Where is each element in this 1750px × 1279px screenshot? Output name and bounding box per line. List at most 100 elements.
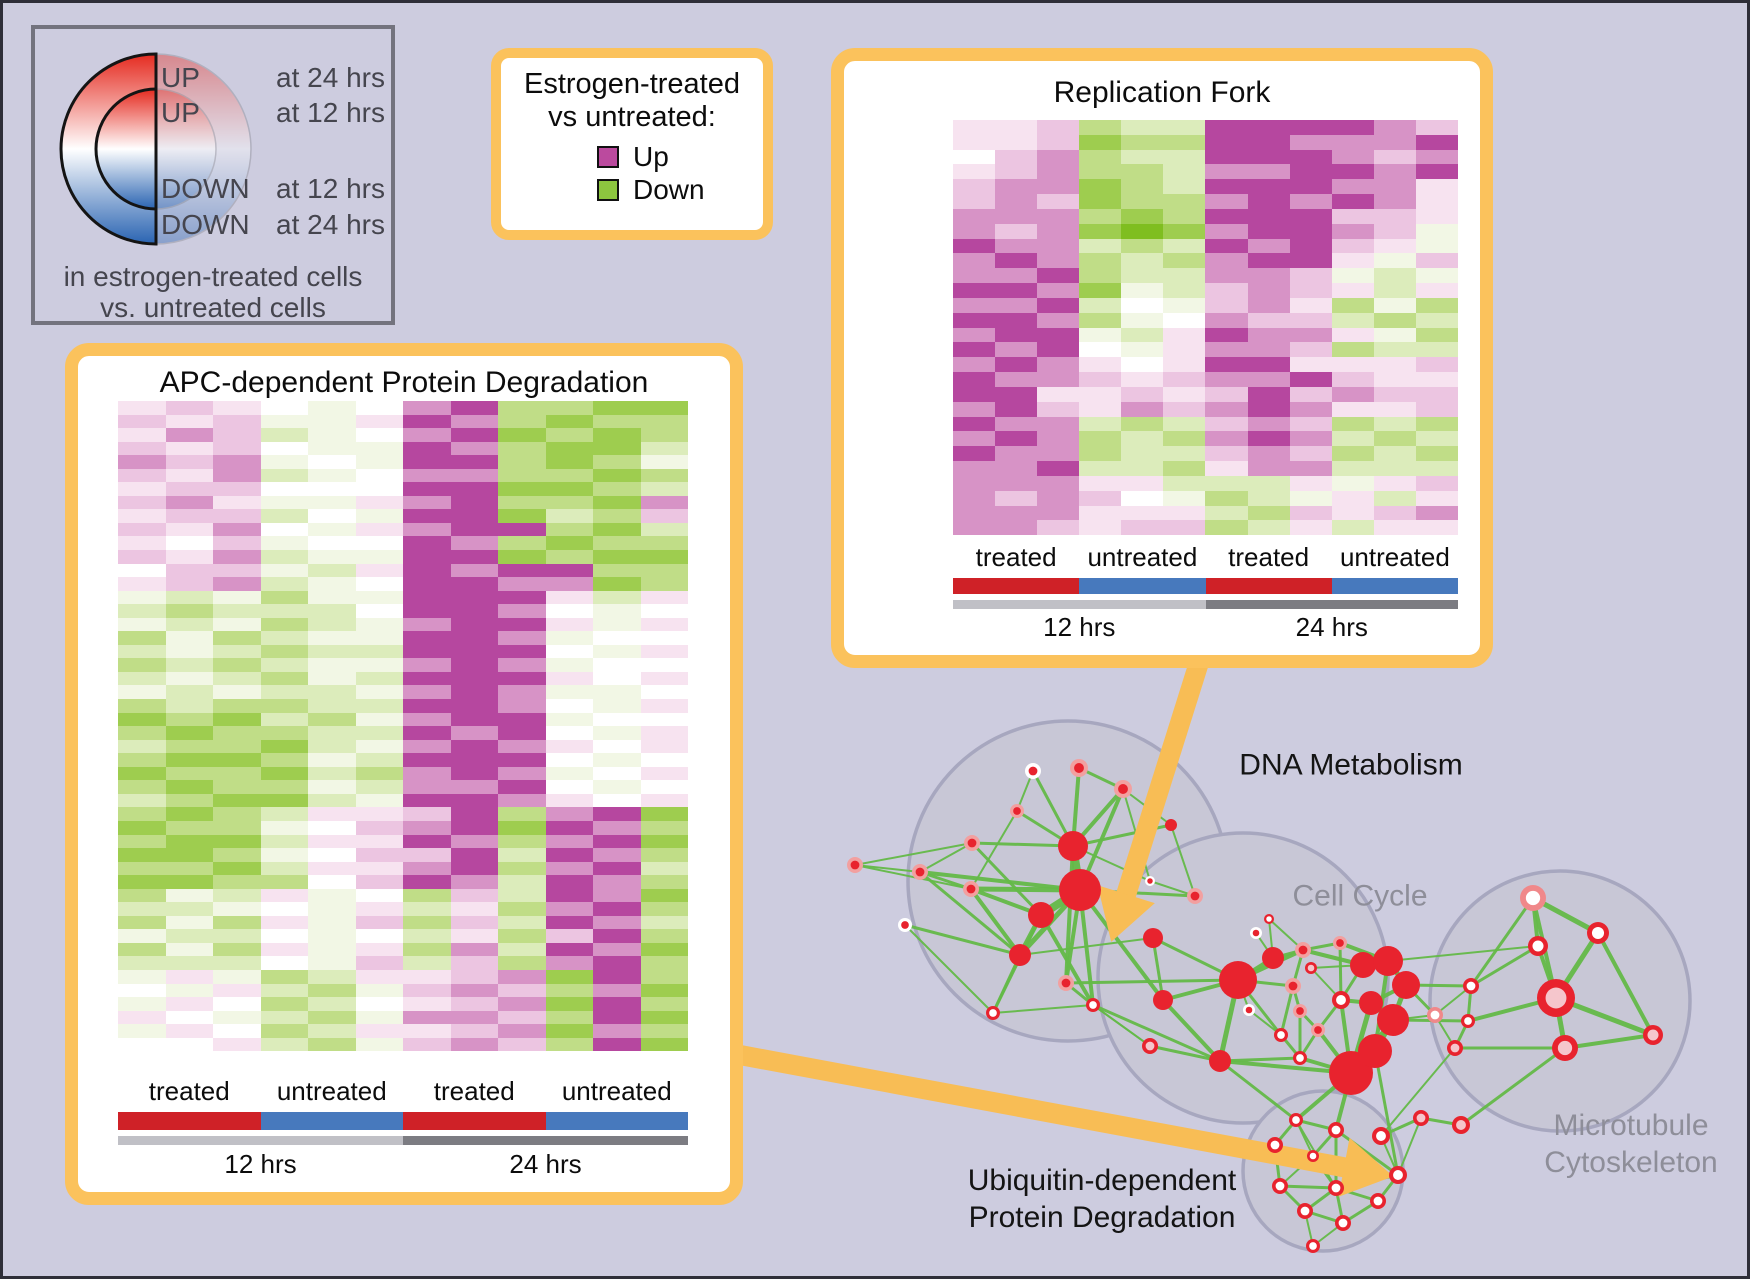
heatmap-cell (593, 455, 641, 469)
network-node (1392, 971, 1420, 999)
heatmap-cell (1163, 238, 1206, 254)
heatmap-cell (545, 834, 593, 849)
heatmap-cell (355, 495, 403, 510)
legend-item-down: Down (597, 173, 763, 206)
heatmap-cell (355, 834, 403, 849)
heatmap-cell (1163, 149, 1206, 165)
treated-bar (403, 1112, 546, 1130)
bar-24hrs (403, 1136, 688, 1145)
network-node-center (1089, 1001, 1097, 1009)
heatmap-cell (1079, 312, 1122, 328)
heatmap-cell (1331, 505, 1374, 521)
heatmap-cell (1415, 357, 1458, 373)
heatmap-cell (640, 929, 688, 943)
heatmap-cell (1247, 446, 1290, 462)
network-edge (1219, 1056, 1301, 1063)
heatmap-cell (498, 522, 546, 537)
heatmap-cell (1247, 223, 1290, 239)
heatmap-cell (355, 820, 403, 835)
heatmap-cell (213, 1037, 261, 1052)
heatmap-cell (118, 522, 166, 537)
heatmap-cell (545, 617, 593, 632)
heatmap-cell (403, 875, 451, 889)
heatmap-cell (953, 134, 996, 150)
heatmap-cell (640, 875, 688, 889)
heatmap-cell (1163, 253, 1206, 269)
heatmap-cell (308, 861, 356, 876)
heatmap-cell (260, 888, 308, 903)
network-edge (919, 870, 972, 891)
network-edge (1470, 944, 1539, 988)
heatmap-cell (1373, 520, 1416, 536)
replication-fork-panel: Replication Fork treated untreated treated… (831, 48, 1493, 668)
heatmap-cell (593, 861, 641, 876)
heatmap-row (953, 208, 1458, 224)
heatmap-cell (1205, 401, 1248, 417)
heatmap-cell (260, 929, 308, 943)
heatmap-cell (545, 861, 593, 876)
network-node-center (1331, 1125, 1341, 1135)
condition-label: treated (1228, 542, 1310, 572)
flow-arrow-shaft (738, 1045, 1350, 1178)
heatmap-cell (1331, 194, 1374, 209)
heatmap-cell (1373, 461, 1416, 476)
heatmap-cell (1205, 120, 1248, 135)
heatmap-cell (165, 699, 213, 713)
heatmap-cell (1289, 297, 1332, 313)
heatmap-cell (1205, 268, 1248, 284)
heatmap-cell (118, 685, 166, 700)
heatmap-row (118, 414, 688, 429)
heatmap-cell (1079, 223, 1122, 239)
heatmap-cell (1331, 297, 1374, 313)
heatmap-cell (1163, 475, 1206, 491)
heatmap-cell (118, 929, 166, 943)
heatmap-cell (450, 468, 498, 483)
network-edge (1373, 1050, 1400, 1176)
heatmap-cell (953, 446, 996, 462)
heatmap-cell (498, 495, 546, 510)
heatmap-cell (1121, 357, 1164, 373)
heatmap-cell (640, 482, 688, 496)
legend-item-up: Up (597, 140, 763, 173)
heatmap-cell (403, 861, 451, 876)
heatmap-cell (545, 685, 593, 700)
heatmap-cell (1289, 238, 1332, 254)
heatmap-cell (640, 780, 688, 794)
heatmap-cell (403, 969, 451, 984)
heatmap-row (118, 861, 688, 876)
network-edge (1460, 1046, 1566, 1127)
panel-title: APC-dependent Protein Degradation (159, 366, 649, 399)
heatmap-cell (308, 428, 356, 442)
heatmap-cell (260, 495, 308, 510)
heatmap-cell (308, 997, 356, 1011)
heatmap-cell (260, 604, 308, 618)
network-node-center (1591, 926, 1605, 940)
heatmap-cell (355, 861, 403, 876)
network-node-center (1309, 1152, 1317, 1160)
heatmap-cell (403, 509, 451, 523)
heatmap-cell (1415, 297, 1458, 313)
network-edge (904, 924, 994, 1014)
heatmap-cell (1415, 327, 1458, 343)
heatmap-cell (403, 834, 451, 849)
heatmap-cell (1415, 120, 1458, 135)
heatmap-cell (165, 766, 213, 781)
heatmap-cell (1205, 357, 1248, 373)
heatmap-cell (1121, 461, 1164, 476)
heatmap-cell (450, 848, 498, 862)
heatmap-cell (1037, 401, 1080, 417)
network-node-center (1450, 1043, 1460, 1053)
heatmap-cell (1289, 490, 1332, 506)
heatmap-cell (545, 997, 593, 1011)
network-node-center (1525, 890, 1541, 906)
heatmap-cell (498, 401, 546, 415)
heatmap-cell (1163, 268, 1206, 284)
heatmap-cell (1415, 386, 1458, 402)
heatmap-cell (118, 658, 166, 672)
heatmap-cell (1373, 416, 1416, 432)
cluster-label-ubiquitin-degradation: Ubiquitin-dependent Protein Degradation (968, 1162, 1237, 1236)
heatmap-cell (1037, 223, 1080, 239)
network-node-center (1456, 1120, 1466, 1130)
inner-ring-left-half (94, 87, 158, 211)
heatmap-cell (355, 956, 403, 970)
